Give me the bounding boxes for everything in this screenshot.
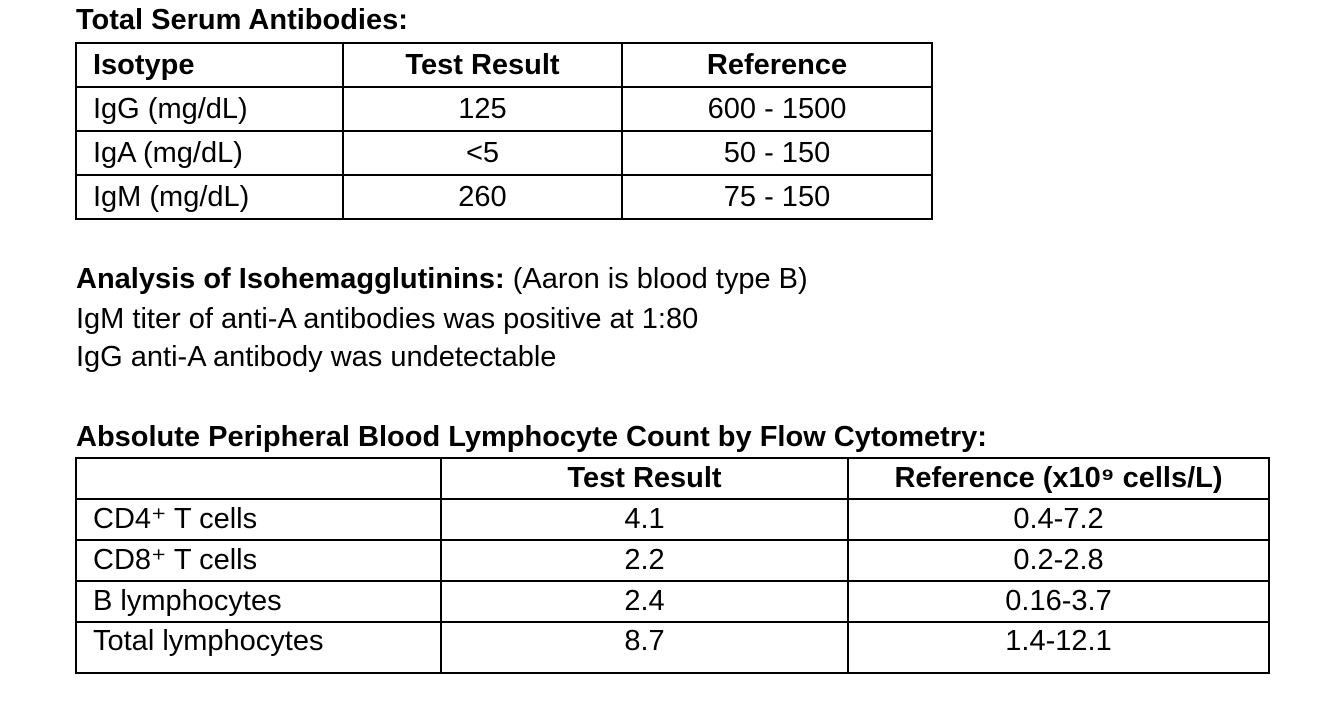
row: CD4⁺ T cells 4.1 0.4-7.2 (75, 498, 1270, 541)
cell: 1.4-12.1 (847, 621, 1270, 674)
header-cell (75, 457, 442, 500)
header-row: Isotype Test Result Reference (75, 42, 933, 88)
cell: 4.1 (440, 498, 849, 541)
header-cell: Test Result (440, 457, 849, 500)
section-title: Absolute Peripheral Blood Lymphocyte Cou… (76, 421, 987, 453)
row: Total lymphocytes 8.7 1.4-12.1 (75, 621, 1270, 674)
row: B lymphocytes 2.4 0.16-3.7 (75, 580, 1270, 623)
cell: B lymphocytes (75, 580, 442, 623)
cell: <5 (342, 130, 623, 176)
cell: 75 - 150 (621, 174, 933, 220)
header-row: Test Result Reference (x10⁹ cells/L) (75, 457, 1270, 500)
serum-table: Isotype Test Result Reference IgG (mg/dL) 12… (75, 42, 933, 220)
cell: 2.4 (440, 580, 849, 623)
cell: Total lymphocytes (75, 621, 442, 674)
cell: 8.7 (440, 621, 849, 674)
cell: CD4⁺ T cells (75, 498, 442, 541)
cell: 0.2-2.8 (847, 539, 1270, 582)
section-heading: Analysis of Isohemagglutinins: (Aaron is… (76, 265, 808, 294)
cell: 50 - 150 (621, 130, 933, 176)
section-title: Analysis of Isohemagglutinins: (76, 263, 505, 295)
cell: 600 - 1500 (621, 86, 933, 132)
text-line: IgM titer of anti-A antibodies was posit… (76, 303, 699, 335)
header-cell: Reference (621, 42, 933, 88)
cell: CD8⁺ T cells (75, 539, 442, 582)
header-cell: Test Result (342, 42, 623, 88)
cell: 2.2 (440, 539, 849, 582)
cell: 0.16-3.7 (847, 580, 1270, 623)
row: IgM (mg/dL) 260 75 - 150 (75, 174, 933, 220)
cell: 260 (342, 174, 623, 220)
text-line: IgG anti-A antibody was undetectable (76, 341, 557, 373)
cell: IgM (mg/dL) (75, 174, 344, 220)
header-cell: Isotype (75, 42, 344, 88)
row: IgA (mg/dL) <5 50 - 150 (75, 130, 933, 176)
section-title: Total Serum Antibodies: (76, 4, 408, 36)
row: IgG (mg/dL) 125 600 - 1500 (75, 86, 933, 132)
lymphocyte-table: Test Result Reference (x10⁹ cells/L) CD4⁺ … (75, 457, 1270, 674)
cell: IgG (mg/dL) (75, 86, 344, 132)
cell: IgA (mg/dL) (75, 130, 344, 176)
note: (Aaron is blood type B) (512, 263, 808, 295)
header-cell: Reference (x10⁹ cells/L) (847, 457, 1270, 500)
cell: 125 (342, 86, 623, 132)
row: CD8⁺ T cells 2.2 0.2-2.8 (75, 539, 1270, 582)
cell: 0.4-7.2 (847, 498, 1270, 541)
